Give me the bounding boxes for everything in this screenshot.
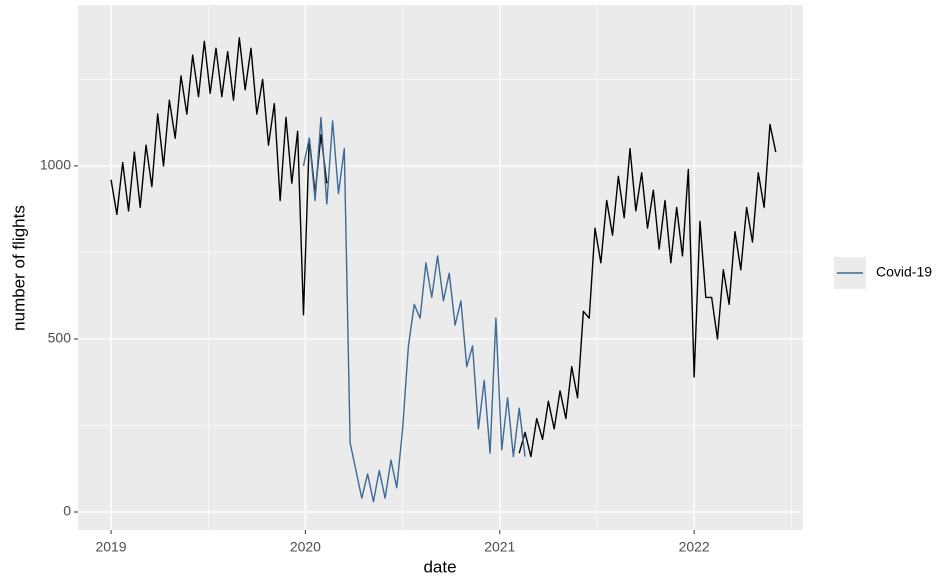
x-tick-label: 2019: [95, 539, 126, 555]
series-line: [302, 116, 526, 503]
x-tick-label: 2021: [484, 539, 515, 555]
x-axis-title: date: [423, 557, 456, 576]
series-line: [110, 37, 328, 316]
legend-label: Covid-19: [876, 264, 932, 280]
x-tick-label: 2022: [679, 539, 710, 555]
y-tick-label: 0: [63, 503, 71, 519]
y-axis-title: number of flights: [9, 205, 28, 331]
y-tick-label: 500: [48, 330, 72, 346]
series-line: [518, 123, 777, 458]
y-tick-label: 1000: [40, 157, 71, 173]
x-tick-label: 2020: [290, 539, 321, 555]
